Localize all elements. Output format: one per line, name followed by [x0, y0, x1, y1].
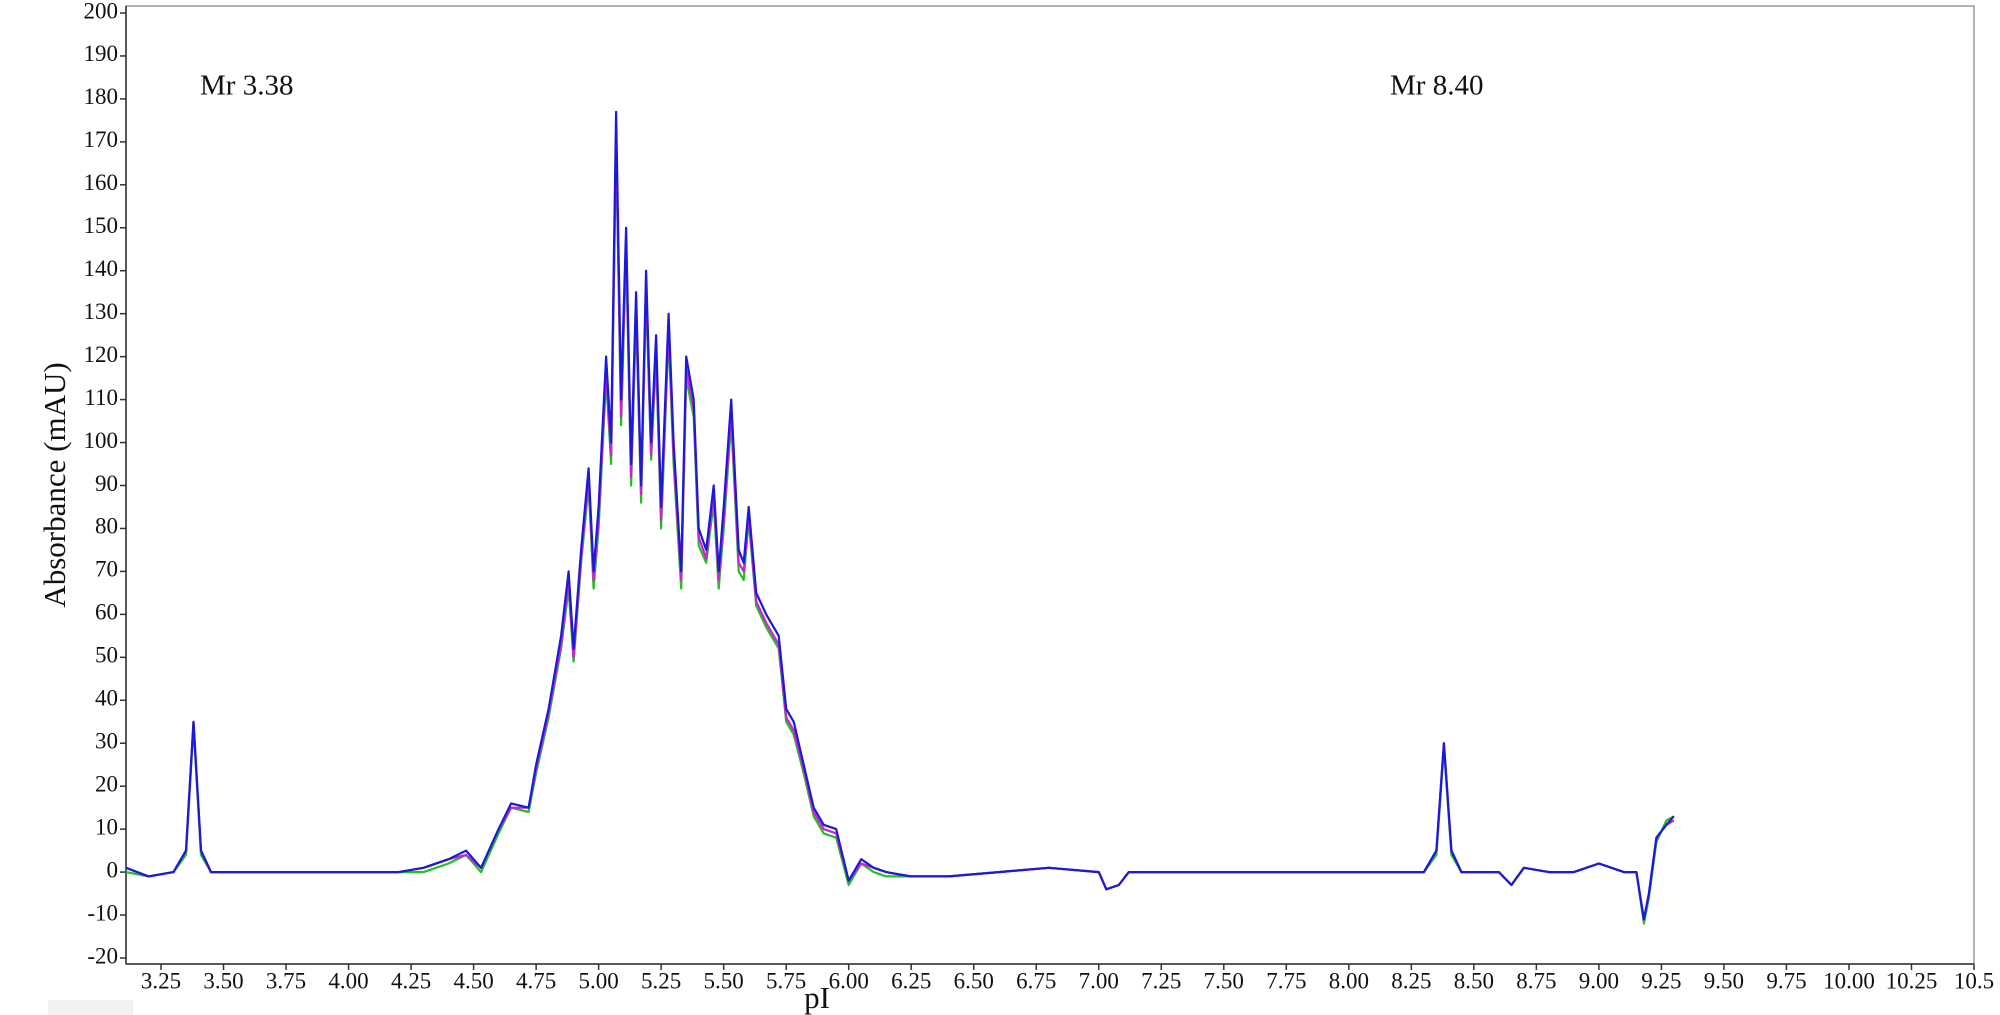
x-tick-label: 4.00 — [328, 968, 368, 993]
y-tick-label: 170 — [84, 127, 119, 152]
x-tick-label: 3.75 — [266, 968, 306, 993]
y-tick-label: 10 — [95, 814, 118, 839]
annotation: Mr 3.38 — [200, 70, 293, 102]
x-tick-label: 8.00 — [1329, 968, 1369, 993]
x-tick-label: 9.75 — [1766, 968, 1806, 993]
y-tick-label: -20 — [87, 943, 118, 968]
x-axis-label: pI — [804, 980, 830, 1015]
y-tick-label: 0 — [107, 857, 119, 882]
y-tick-label: 120 — [84, 342, 119, 367]
y-tick-label: 30 — [95, 729, 118, 754]
x-tick-label: 9.25 — [1641, 968, 1681, 993]
y-tick-label: 140 — [84, 256, 119, 281]
x-tick-label: 7.00 — [1079, 968, 1119, 993]
annotation: Mr 8.40 — [1390, 70, 1483, 102]
x-tick-label: 9.50 — [1704, 968, 1744, 993]
x-tick-label: 7.75 — [1266, 968, 1306, 993]
x-tick-label: 5.25 — [641, 968, 681, 993]
y-tick-label: 130 — [84, 299, 119, 324]
x-tick-label: 7.25 — [1141, 968, 1181, 993]
x-tick-label: 6.00 — [829, 968, 869, 993]
y-tick-label: -10 — [87, 900, 118, 925]
x-tick-label: 6.25 — [891, 968, 931, 993]
x-tick-label: 5.00 — [579, 968, 619, 993]
data-line — [125, 110, 1675, 921]
y-tick-label: 80 — [95, 514, 118, 539]
data-line — [125, 132, 1675, 921]
x-tick-label: 8.50 — [1454, 968, 1494, 993]
x-tick-label: 6.75 — [1016, 968, 1056, 993]
y-tick-label: 100 — [84, 428, 119, 453]
x-tick-label: 4.75 — [516, 968, 556, 993]
y-tick-label: 90 — [95, 471, 118, 496]
x-tick-label: 10.00 — [1823, 968, 1875, 993]
x-tick-label: 10.5 — [1954, 968, 1994, 993]
y-tick-label: 200 — [84, 0, 119, 23]
y-tick-label: 70 — [95, 557, 118, 582]
y-tick-label: 20 — [95, 771, 118, 796]
x-tick-label: 5.75 — [766, 968, 806, 993]
y-tick-label: 180 — [84, 84, 119, 109]
x-tick-label: 8.25 — [1391, 968, 1431, 993]
corner-box — [48, 1000, 133, 1015]
data-line — [125, 140, 1675, 925]
x-tick-label: 10.25 — [1886, 968, 1938, 993]
x-tick-label: 6.50 — [954, 968, 994, 993]
x-tick-label: 7.50 — [1204, 968, 1244, 993]
y-tick-label: 190 — [84, 41, 119, 66]
y-tick-label: 50 — [95, 643, 118, 668]
x-tick-label: 3.25 — [141, 968, 181, 993]
x-tick-label: 9.00 — [1579, 968, 1619, 993]
x-tick-label: 4.50 — [453, 968, 493, 993]
plot-frame — [125, 5, 1975, 965]
x-tick-label: 5.50 — [704, 968, 744, 993]
x-tick-label: 8.75 — [1516, 968, 1556, 993]
x-tick-label: 3.50 — [203, 968, 243, 993]
y-tick-label: 150 — [84, 213, 119, 238]
x-tick-label: 4.25 — [391, 968, 431, 993]
y-tick-label: 110 — [84, 385, 118, 410]
y-tick-label: 40 — [95, 686, 118, 711]
y-tick-label: 60 — [95, 600, 118, 625]
y-tick-label: 160 — [84, 170, 119, 195]
y-axis-label: Absorbance (mAU) — [37, 362, 72, 607]
